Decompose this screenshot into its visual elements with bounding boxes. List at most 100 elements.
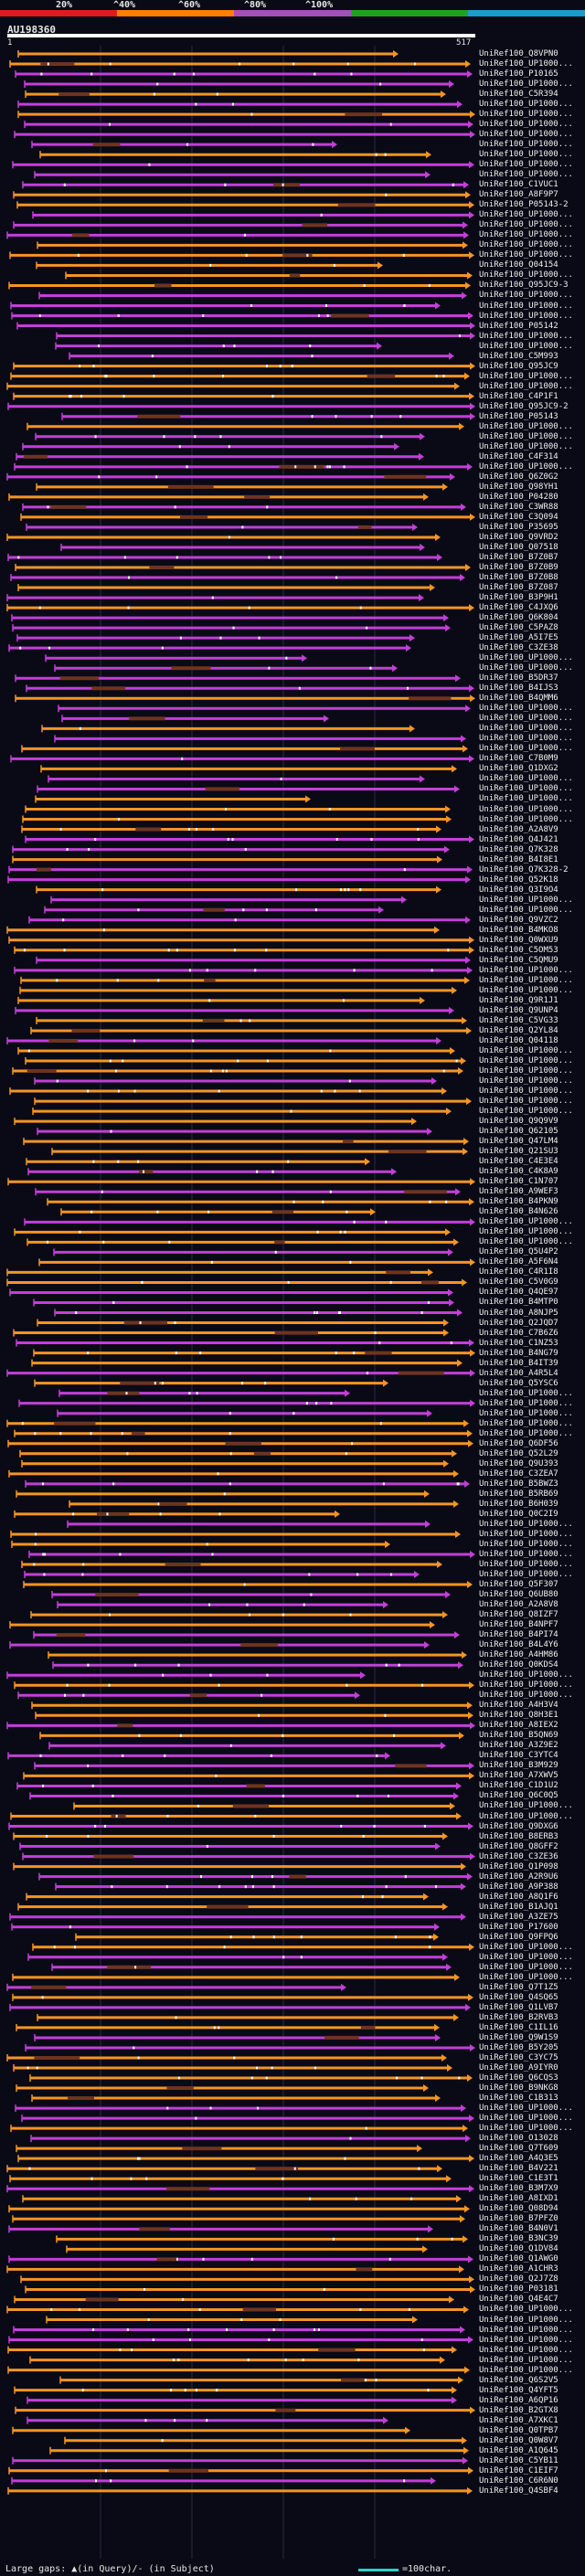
hit-label[interactable]: UniRef100_C4R1I8 [479, 1267, 558, 1277]
hit-label[interactable]: UniRef100_UP1000... [479, 895, 573, 905]
hit-label[interactable]: UniRef100_C6R6N0 [479, 2475, 558, 2486]
hit-label[interactable]: UniRef100_UP1000... [479, 1398, 573, 1408]
hit-label[interactable]: UniRef100_Q6S2V5 [479, 2375, 558, 2385]
hit-label[interactable]: UniRef100_P10165 [479, 69, 558, 80]
hit-label[interactable]: UniRef100_UP1000... [479, 1691, 573, 1701]
hit-label[interactable]: UniRef100_UP1000... [479, 461, 573, 472]
hit-label[interactable]: UniRef100_C5R394 [479, 90, 558, 100]
hit-label[interactable]: UniRef100_Q1AWG0 [479, 2254, 558, 2264]
hit-label[interactable]: UniRef100_C1VUC1 [479, 180, 558, 190]
hit-label[interactable]: UniRef100_C7B6Z6 [479, 1328, 558, 1338]
hit-label[interactable]: UniRef100_B5QN69 [479, 1731, 558, 1741]
hit-label[interactable]: UniRef100_UP1000... [479, 2114, 573, 2124]
hit-label[interactable]: UniRef100_Q52L29 [479, 1448, 558, 1458]
hit-label[interactable]: UniRef100_UP1000... [479, 724, 573, 734]
hit-label[interactable]: UniRef100_C4F314 [479, 451, 558, 461]
hit-label[interactable]: UniRef100_C3ZEA7 [479, 1468, 558, 1479]
hit-label[interactable]: UniRef100_Q95JC9-3 [479, 281, 569, 291]
hit-label[interactable]: UniRef100_C5OM53 [479, 945, 558, 955]
hit-label[interactable]: UniRef100_Q9R1J1 [479, 995, 558, 1005]
hit-label[interactable]: UniRef100_P05143-2 [479, 200, 569, 210]
hit-label[interactable]: UniRef100_UP1000... [479, 1227, 573, 1237]
hit-label[interactable]: UniRef100_Q6K804 [479, 613, 558, 623]
hit-label[interactable]: UniRef100_UP1000... [479, 663, 573, 673]
hit-label[interactable]: UniRef100_Q08D94 [479, 2204, 558, 2214]
hit-label[interactable]: UniRef100_UP1000... [479, 1549, 573, 1559]
hit-label[interactable]: UniRef100_UP1000... [479, 1217, 573, 1227]
hit-label[interactable]: UniRef100_B4NG79 [479, 1348, 558, 1358]
hit-label[interactable]: UniRef100_UP1000... [479, 220, 573, 230]
hit-label[interactable]: UniRef100_Q5YSC6 [479, 1378, 558, 1388]
hit-label[interactable]: UniRef100_UP1000... [479, 160, 573, 170]
hit-label[interactable]: UniRef100_UP1000... [479, 1539, 573, 1549]
hit-label[interactable]: UniRef100_Q2YL84 [479, 1025, 558, 1035]
hit-label[interactable]: UniRef100_UP1000... [479, 1670, 573, 1680]
hit-label[interactable]: UniRef100_Q6UB80 [479, 1590, 558, 1600]
hit-label[interactable]: UniRef100_UP1000... [479, 1418, 573, 1428]
hit-label[interactable]: UniRef100_Q52K18 [479, 875, 558, 885]
hit-label[interactable]: UniRef100_UP1000... [479, 1066, 573, 1076]
hit-label[interactable]: UniRef100_B7Z0B8 [479, 573, 558, 583]
hit-label[interactable]: UniRef100_UP1000... [479, 421, 573, 431]
hit-label[interactable]: UniRef100_UP1000... [479, 371, 573, 381]
hit-label[interactable]: UniRef100_C3Q094 [479, 512, 558, 522]
hit-label[interactable]: UniRef100_Q4SQ65 [479, 1992, 558, 2002]
hit-label[interactable]: UniRef100_UP1000... [479, 794, 573, 804]
hit-label[interactable]: UniRef100_UP1000... [479, 250, 573, 260]
hit-label[interactable]: UniRef100_C3YC75 [479, 2052, 558, 2062]
hit-label[interactable]: UniRef100_Q4J421 [479, 834, 558, 844]
hit-label[interactable]: UniRef100_UP1000... [479, 210, 573, 220]
hit-label[interactable]: UniRef100_UP1000... [479, 704, 573, 714]
hit-label[interactable]: UniRef100_A4H3V4 [479, 1701, 558, 1711]
hit-label[interactable]: UniRef100_A2A8V8 [479, 1600, 558, 1610]
hit-label[interactable]: UniRef100_A3ZE75 [479, 1912, 558, 1922]
hit-label[interactable]: UniRef100_A8F9P7 [479, 190, 558, 200]
hit-label[interactable]: UniRef100_UP1000... [479, 1388, 573, 1398]
hit-label[interactable]: UniRef100_A7XKC1 [479, 2415, 558, 2425]
hit-label[interactable]: UniRef100_UP1000... [479, 734, 573, 744]
hit-label[interactable]: UniRef100_UP1000... [479, 130, 573, 140]
hit-label[interactable]: UniRef100_Q9VZC2 [479, 915, 558, 925]
hit-label[interactable]: UniRef100_Q0KDS4 [479, 1660, 558, 1670]
hit-label[interactable]: UniRef100_UP1000... [479, 1952, 573, 1962]
hit-label[interactable]: UniRef100_UP1000... [479, 2365, 573, 2375]
hit-label[interactable]: UniRef100_UP1000... [479, 341, 573, 351]
hit-label[interactable]: UniRef100_Q04154 [479, 260, 558, 270]
hit-label[interactable]: UniRef100_UP1000... [479, 1529, 573, 1539]
hit-label[interactable]: UniRef100_Q6C0Q5 [479, 1791, 558, 1801]
hit-label[interactable]: UniRef100_B3P9H1 [479, 593, 558, 603]
hit-label[interactable]: UniRef100_P05142 [479, 321, 558, 331]
hit-label[interactable]: UniRef100_B4N0V1 [479, 2224, 558, 2234]
hit-label[interactable]: UniRef100_Q8H3E1 [479, 1711, 558, 1721]
hit-label[interactable]: UniRef100_UP1000... [479, 230, 573, 240]
hit-label[interactable]: UniRef100_UP1000... [479, 1962, 573, 1972]
hit-label[interactable]: UniRef100_UP1000... [479, 1519, 573, 1529]
hit-label[interactable]: UniRef100_P17600 [479, 1922, 558, 1932]
hit-label[interactable]: UniRef100_B4QMM6 [479, 694, 558, 704]
hit-label[interactable]: UniRef100_Q9U393 [479, 1458, 558, 1468]
hit-label[interactable]: UniRef100_UP1000... [479, 381, 573, 391]
hit-label[interactable]: UniRef100_B6H039 [479, 1499, 558, 1509]
hit-label[interactable]: UniRef100_UP1000... [479, 80, 573, 90]
hit-label[interactable]: UniRef100_UP1000... [479, 714, 573, 724]
hit-label[interactable]: UniRef100_Q4YFT5 [479, 2385, 558, 2395]
hit-label[interactable]: UniRef100_A8IXD1 [479, 2194, 558, 2204]
hit-label[interactable]: UniRef100_A1Q645 [479, 2445, 558, 2455]
hit-label[interactable]: UniRef100_UP1000... [479, 784, 573, 794]
hit-label[interactable]: UniRef100_A9WEF3 [479, 1187, 558, 1197]
hit-label[interactable]: UniRef100_UP1000... [479, 1942, 573, 1952]
hit-label[interactable]: UniRef100_UP1000... [479, 2325, 573, 2335]
hit-label[interactable]: UniRef100_B7Z0B7 [479, 553, 558, 562]
hit-label[interactable]: UniRef100_Q7T609 [479, 2144, 558, 2154]
hit-label[interactable]: UniRef100_A2A8V9 [479, 824, 558, 834]
hit-label[interactable]: UniRef100_Q04118 [479, 1035, 558, 1045]
hit-label[interactable]: UniRef100_UP1000... [479, 140, 573, 150]
hit-label[interactable]: UniRef100_A4HM86 [479, 1650, 558, 1660]
hit-label[interactable]: UniRef100_UP1000... [479, 1811, 573, 1821]
hit-label[interactable]: UniRef100_C5PAZ8 [479, 623, 558, 633]
hit-label[interactable]: UniRef100_UP1000... [479, 2335, 573, 2345]
hit-label[interactable]: UniRef100_UP1000... [479, 1097, 573, 1107]
hit-label[interactable]: UniRef100_C5VG33 [479, 1015, 558, 1025]
hit-label[interactable]: UniRef100_UP1000... [479, 814, 573, 824]
hit-label[interactable]: UniRef100_UP1000... [479, 975, 573, 985]
